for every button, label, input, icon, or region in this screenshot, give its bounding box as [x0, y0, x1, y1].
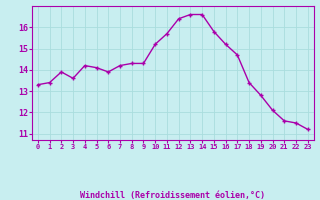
X-axis label: Windchill (Refroidissement éolien,°C): Windchill (Refroidissement éolien,°C)	[80, 191, 265, 200]
